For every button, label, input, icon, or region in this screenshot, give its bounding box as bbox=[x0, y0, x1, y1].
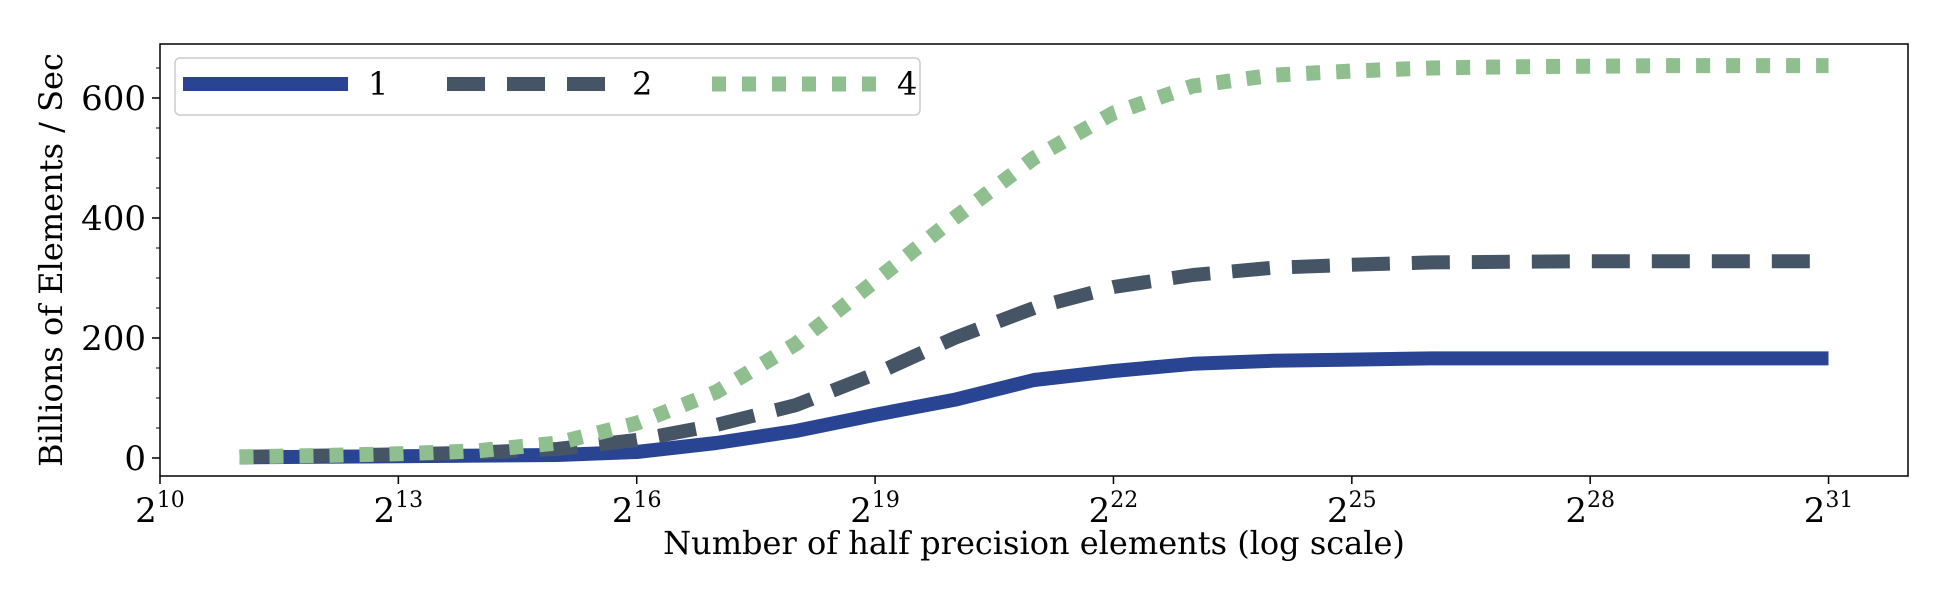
legend-label-1: 1 bbox=[368, 65, 388, 103]
x-tick-label: 216 bbox=[612, 488, 662, 531]
x-axis-label: Number of half precision elements (log s… bbox=[663, 524, 1405, 562]
x-tick-label: 213 bbox=[374, 488, 424, 531]
axes: 210 213 216 219 222 225 228 231 0 200 400 600 bbox=[81, 43, 1909, 531]
legend-label-2: 2 bbox=[632, 65, 652, 103]
y-tick-label: 400 bbox=[81, 199, 146, 239]
y-axis-label: Billions of Elements / Sec bbox=[32, 53, 70, 467]
x-tick-label: 228 bbox=[1565, 488, 1615, 531]
x-tick-label: 222 bbox=[1089, 488, 1139, 531]
series-line-1 bbox=[239, 351, 1829, 465]
x-tick-label: 231 bbox=[1804, 488, 1854, 531]
series-line-2 bbox=[239, 254, 1829, 464]
legend-label-4: 4 bbox=[897, 65, 917, 103]
y-tick-label: 200 bbox=[81, 319, 146, 359]
x-tick-label: 219 bbox=[850, 488, 900, 531]
y-tick-label: 600 bbox=[81, 79, 146, 119]
plot-area bbox=[239, 58, 1829, 465]
x-tick-label: 210 bbox=[135, 488, 185, 531]
y-tick-label: 0 bbox=[124, 439, 146, 479]
legend: 1 2 4 bbox=[174, 57, 921, 116]
series-line-4 bbox=[239, 58, 1829, 465]
x-tick-label: 225 bbox=[1327, 488, 1377, 531]
plot-frame bbox=[159, 43, 1909, 477]
legend-box bbox=[174, 57, 921, 116]
